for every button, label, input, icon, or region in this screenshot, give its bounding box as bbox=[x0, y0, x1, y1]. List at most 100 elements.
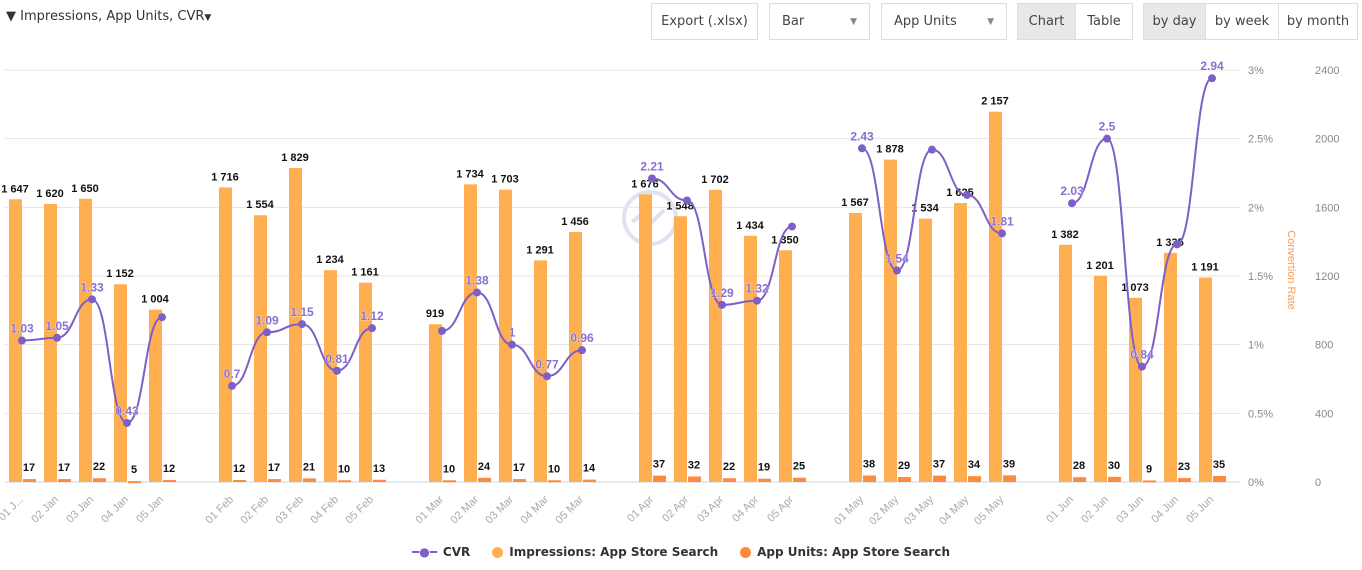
cvr-label: 1.33 bbox=[80, 280, 104, 294]
units-label: 29 bbox=[898, 460, 910, 472]
impressions-label: 1 829 bbox=[281, 152, 309, 164]
x-tick-label: 04 Jun bbox=[1149, 494, 1181, 526]
units-bar bbox=[863, 475, 876, 482]
legend-item-units[interactable]: App Units: App Store Search bbox=[740, 545, 950, 559]
units-bar bbox=[898, 477, 911, 482]
units-label: 21 bbox=[303, 461, 315, 473]
impressions-label: 1 554 bbox=[246, 199, 274, 211]
x-tick-label: 01 Mar bbox=[413, 493, 446, 526]
view-table-toggle[interactable]: Table bbox=[1075, 3, 1133, 40]
impressions-bar bbox=[919, 218, 932, 482]
cvr-point bbox=[473, 288, 481, 297]
cvr-label: 0.96 bbox=[570, 331, 594, 345]
cvr-point bbox=[53, 333, 61, 342]
cvr-point bbox=[18, 336, 26, 345]
impressions-bar bbox=[534, 260, 547, 482]
cvr-point bbox=[788, 222, 796, 231]
units-label: 14 bbox=[583, 463, 596, 475]
right-axis-tick: 0 bbox=[1315, 477, 1321, 489]
cvr-line bbox=[861, 147, 1003, 272]
impressions-label: 1 647 bbox=[1, 183, 29, 195]
x-tick-label: 03 Mar bbox=[483, 493, 516, 526]
units-label: 22 bbox=[723, 461, 735, 473]
impressions-bar bbox=[989, 111, 1002, 482]
cvr-label: 1.12 bbox=[360, 309, 384, 323]
impressions-bar bbox=[324, 270, 337, 482]
impressions-bar bbox=[79, 198, 92, 482]
impressions-bar bbox=[1199, 277, 1212, 482]
cvr-point bbox=[368, 324, 376, 333]
units-bar bbox=[163, 479, 176, 482]
by-month-button[interactable]: by month bbox=[1278, 3, 1358, 40]
line-marker-icon: ━●━ bbox=[412, 545, 437, 559]
cvr-label: 0.77 bbox=[535, 357, 559, 371]
cvr-label: 2.21 bbox=[640, 159, 664, 173]
units-label: 12 bbox=[163, 463, 175, 475]
cvr-point bbox=[963, 190, 971, 199]
cvr-label: 1.81 bbox=[990, 214, 1014, 228]
x-tick-label: 01 Feb bbox=[203, 494, 236, 527]
impressions-bar bbox=[1164, 252, 1177, 482]
impressions-bar bbox=[464, 184, 477, 482]
x-tick-label: 01 J... bbox=[0, 494, 26, 524]
units-bar bbox=[653, 475, 666, 482]
export-button[interactable]: Export (.xlsx) bbox=[651, 3, 758, 40]
units-bar bbox=[58, 479, 71, 482]
cvr-point bbox=[1138, 362, 1146, 371]
cvr-point bbox=[718, 300, 726, 309]
x-tick-label: 05 Feb bbox=[343, 494, 376, 527]
units-label: 24 bbox=[478, 461, 491, 473]
units-label: 37 bbox=[933, 459, 945, 471]
cvr-label: 2.43 bbox=[850, 129, 874, 143]
chevron-down-icon: ▼ bbox=[850, 16, 857, 27]
units-bar bbox=[513, 479, 526, 482]
impressions-label: 1 201 bbox=[1086, 260, 1114, 272]
cvr-label: 1.54 bbox=[885, 252, 909, 266]
circle-marker-icon bbox=[492, 546, 504, 558]
impressions-bar bbox=[674, 216, 687, 482]
cvr-point bbox=[123, 418, 131, 427]
left-axis-tick: 2.5% bbox=[1248, 134, 1273, 146]
cvr-point bbox=[753, 296, 761, 305]
cvr-point bbox=[508, 340, 516, 349]
legend-item-cvr[interactable]: ━●━ CVR bbox=[412, 545, 471, 559]
units-bar bbox=[338, 480, 351, 483]
units-label: 19 bbox=[758, 462, 770, 474]
impressions-bar bbox=[884, 159, 897, 483]
impressions-label: 1 716 bbox=[211, 171, 239, 183]
units-bar bbox=[1178, 478, 1191, 482]
units-label: 9 bbox=[1146, 463, 1152, 475]
x-tick-label: 03 May bbox=[902, 493, 936, 527]
by-day-button[interactable]: by day bbox=[1143, 3, 1206, 40]
metric-filter-dropdown[interactable]: ▼ Impressions, App Units, CVR▼ bbox=[6, 9, 212, 24]
units-bar bbox=[758, 478, 771, 482]
impressions-label: 1 191 bbox=[1191, 262, 1219, 274]
impressions-bar bbox=[744, 235, 757, 482]
chart-type-select[interactable]: Bar ▼ bbox=[769, 3, 870, 40]
units-label: 13 bbox=[373, 463, 385, 475]
impressions-label: 1 734 bbox=[456, 168, 484, 180]
legend-item-impressions[interactable]: Impressions: App Store Search bbox=[492, 545, 718, 559]
impressions-bar bbox=[954, 203, 967, 482]
metric-select[interactable]: App Units ▼ bbox=[881, 3, 1007, 40]
legend: ━●━ CVR Impressions: App Store Search App… bbox=[0, 545, 1362, 559]
impressions-bar bbox=[849, 212, 862, 482]
units-bar bbox=[478, 477, 491, 482]
x-tick-label: 03 Apr bbox=[695, 493, 726, 524]
x-tick-label: 05 Jan bbox=[134, 494, 166, 526]
impressions-label: 1 456 bbox=[561, 216, 589, 228]
toolbar: ▼ Impressions, App Units, CVR▼ Export (.… bbox=[0, 0, 1362, 50]
units-bar bbox=[583, 479, 596, 482]
cvr-point bbox=[578, 346, 586, 355]
cvr-point bbox=[1173, 240, 1181, 249]
by-week-button[interactable]: by week bbox=[1205, 3, 1279, 40]
chevron-down-icon: ▼ bbox=[987, 16, 994, 27]
impressions-label: 2 157 bbox=[981, 96, 1009, 108]
x-tick-label: 04 Apr bbox=[730, 493, 761, 524]
impressions-label: 1 567 bbox=[841, 197, 869, 209]
units-bar bbox=[128, 481, 141, 484]
x-tick-label: 03 Jun bbox=[1114, 494, 1146, 526]
cvr-point bbox=[228, 381, 236, 390]
cvr-label: 1.29 bbox=[710, 286, 734, 300]
impressions-label: 919 bbox=[426, 308, 444, 320]
